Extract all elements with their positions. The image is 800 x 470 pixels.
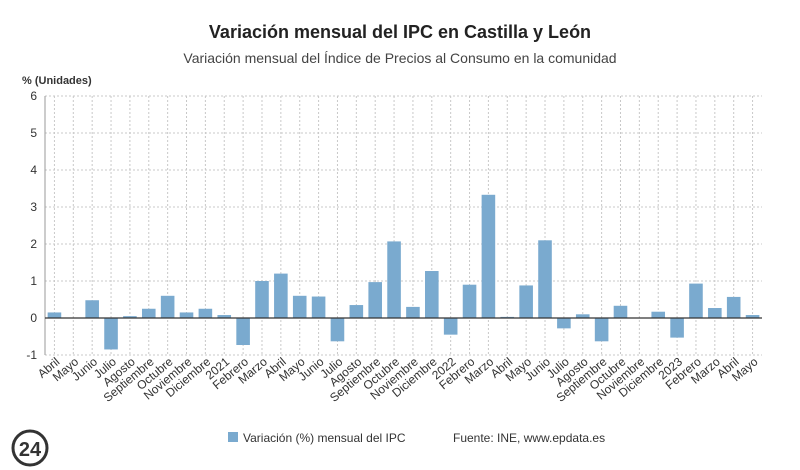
chart-title: Variación mensual del IPC en Castilla y … (209, 22, 591, 42)
bar (104, 318, 118, 350)
bar (217, 315, 232, 318)
bar (255, 281, 269, 318)
legend: Variación (%) mensual del IPC Fuente: IN… (228, 431, 605, 445)
bar (670, 318, 684, 338)
bar (179, 312, 194, 318)
y-axis-label: % (Unidades) (22, 75, 92, 87)
bar (745, 315, 760, 318)
bar (292, 295, 307, 318)
bar (708, 308, 722, 318)
bar (594, 318, 609, 342)
legend-label: Variación (%) mensual del IPC (243, 431, 406, 445)
bar (349, 305, 364, 318)
bar (726, 296, 741, 318)
y-tick-label: 4 (30, 163, 37, 177)
bar (425, 271, 439, 318)
logo: 24 (19, 439, 42, 461)
bar (557, 318, 571, 329)
y-tick-label: 2 (30, 237, 37, 251)
y-tick-label: 5 (30, 126, 37, 140)
bar (236, 318, 250, 346)
bar (387, 241, 401, 318)
bar (198, 308, 213, 318)
chart-subtitle: Variación mensual del Índice de Precios … (183, 50, 616, 66)
bar (123, 316, 137, 318)
bar (443, 318, 458, 335)
legend-swatch (228, 432, 238, 442)
y-tick-label: 0 (30, 311, 37, 325)
bar (481, 194, 496, 318)
y-tick-label: 3 (30, 200, 37, 214)
bar (274, 273, 288, 318)
y-tick-label: 1 (30, 274, 37, 288)
y-tick-label: 6 (30, 89, 37, 103)
bar (575, 314, 590, 318)
bar (613, 305, 628, 318)
bar (160, 295, 175, 318)
bar (311, 296, 326, 318)
bar (406, 306, 420, 318)
bar (538, 240, 552, 318)
y-tick-label: -1 (26, 348, 37, 362)
logo-ring (11, 429, 49, 467)
bar (85, 300, 99, 318)
bar (462, 284, 477, 318)
bar (519, 285, 533, 318)
source: Fuente: INE, www.epdata.es (453, 431, 605, 445)
bar (330, 318, 345, 342)
bar (368, 282, 382, 318)
bar (651, 311, 666, 318)
bar (47, 312, 62, 318)
bar (141, 308, 156, 318)
bar (689, 283, 703, 318)
